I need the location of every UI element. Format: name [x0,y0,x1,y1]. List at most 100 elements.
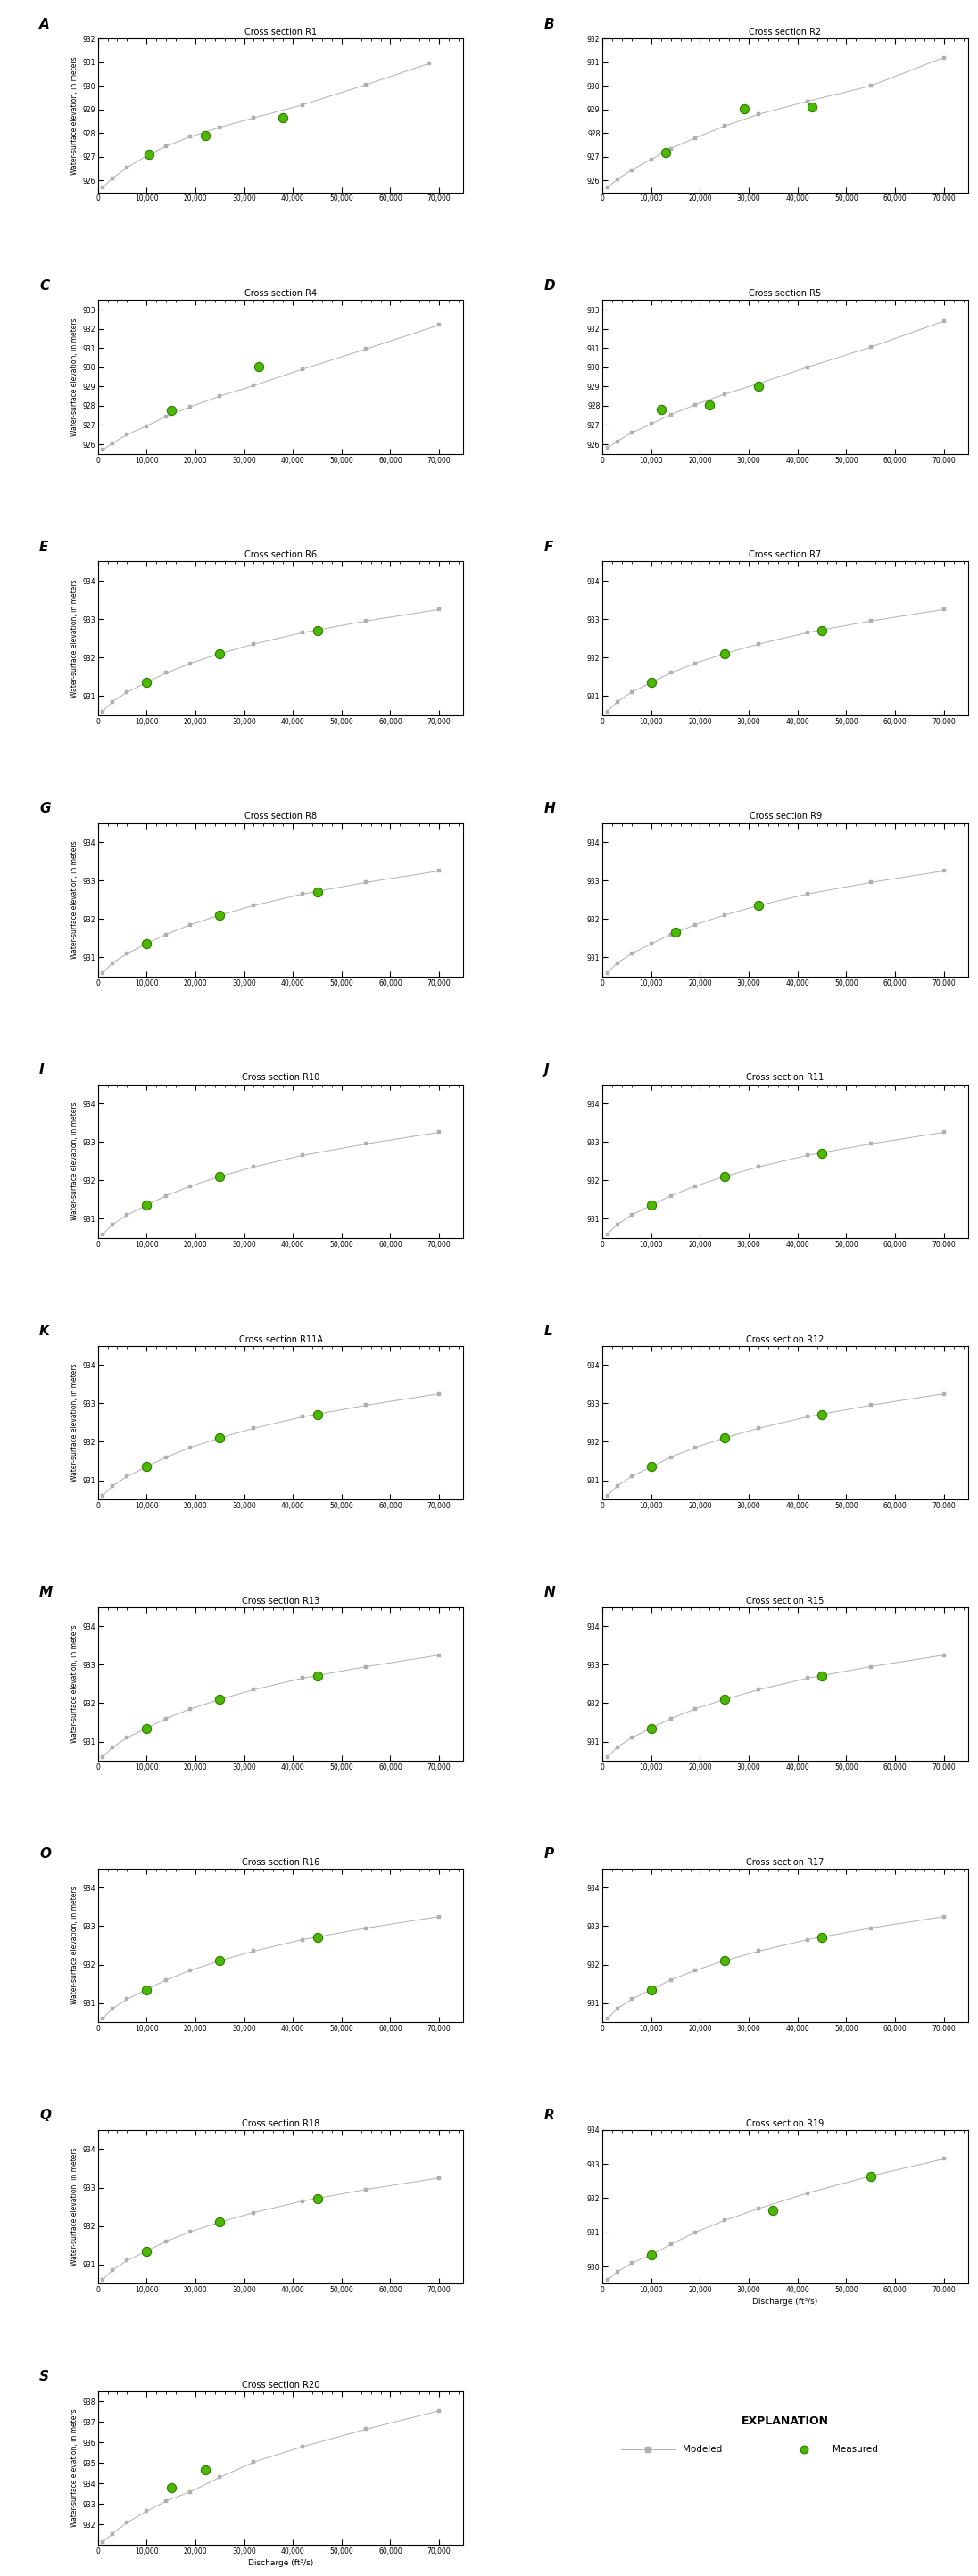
Title: Cross section R4: Cross section R4 [244,289,317,299]
Title: Cross section R11: Cross section R11 [746,1074,824,1082]
Text: Measured: Measured [833,2445,878,2455]
Point [766,2190,781,2231]
Text: J: J [544,1064,549,1077]
Point [139,662,155,703]
Point [275,98,290,139]
Point [139,1708,155,1749]
Point [702,384,718,425]
Title: Cross section R7: Cross section R7 [749,551,822,559]
Y-axis label: Water-surface elevation, in meters: Water-surface elevation, in meters [70,2148,78,2267]
Text: EXPLANATION: EXPLANATION [741,2416,829,2427]
Point [736,88,752,129]
Point [141,134,156,175]
Title: Cross section R10: Cross section R10 [242,1074,320,1082]
Text: Q: Q [39,2110,51,2123]
Point [139,1445,155,1486]
Title: Cross section R16: Cross section R16 [242,1857,320,1868]
Point [212,1417,228,1458]
Text: F: F [544,541,554,554]
Point [644,662,659,703]
Text: O: O [39,1847,51,1860]
Title: Cross section R8: Cross section R8 [244,811,317,822]
Text: E: E [39,541,49,554]
Title: Cross section R13: Cross section R13 [242,1597,320,1605]
Point [139,1968,155,2009]
Point [212,1157,228,1198]
Point [212,2202,228,2244]
Text: G: G [39,801,51,814]
Point [717,1157,733,1198]
Point [814,611,829,652]
Text: I: I [39,1064,44,1077]
Title: Cross section R9: Cross section R9 [749,811,822,822]
Point [212,634,228,675]
Title: Cross section R11A: Cross section R11A [239,1334,323,1345]
Point [751,886,767,927]
Title: Cross section R15: Cross section R15 [746,1597,824,1605]
Text: L: L [544,1324,553,1337]
Text: N: N [544,1587,556,1600]
Text: B: B [544,18,555,31]
Point [644,2233,659,2275]
Point [644,1968,659,2009]
Y-axis label: Water-surface elevation, in meters: Water-surface elevation, in meters [70,317,78,435]
Point [644,1185,659,1226]
Point [814,1394,829,1435]
X-axis label: Discharge (ft³/s): Discharge (ft³/s) [248,2561,313,2568]
Point [198,116,213,157]
Point [309,1656,325,1698]
Text: M: M [39,1587,53,1600]
Text: P: P [544,1847,554,1860]
Text: Modeled: Modeled [683,2445,723,2455]
Point [309,871,325,912]
Point [751,366,767,407]
Point [804,88,820,129]
Point [139,1185,155,1226]
Text: H: H [544,801,556,814]
Y-axis label: Water-surface elevation, in meters: Water-surface elevation, in meters [70,1103,78,1221]
Point [717,1417,733,1458]
Title: Cross section R19: Cross section R19 [746,2120,824,2128]
Y-axis label: Water-surface elevation, in meters: Water-surface elevation, in meters [70,1886,78,2004]
Point [198,2450,213,2491]
Text: K: K [39,1324,50,1337]
Point [212,1940,228,1981]
Title: Cross section R17: Cross section R17 [746,1857,824,1868]
Point [212,894,228,935]
Point [658,131,674,173]
Point [163,2468,179,2509]
Text: A: A [39,18,50,31]
Text: S: S [39,2370,49,2383]
Title: Cross section R18: Cross section R18 [242,2120,320,2128]
Point [668,912,684,953]
Title: Cross section R6: Cross section R6 [244,551,317,559]
Title: Cross section R2: Cross section R2 [749,28,822,36]
Point [653,389,669,430]
Point [717,634,733,675]
Point [644,1708,659,1749]
Point [251,345,267,386]
Title: Cross section R1: Cross section R1 [244,28,317,36]
Y-axis label: Water-surface elevation, in meters: Water-surface elevation, in meters [70,57,78,175]
Y-axis label: Water-surface elevation, in meters: Water-surface elevation, in meters [70,840,78,958]
Point [717,1940,733,1981]
Point [212,1680,228,1721]
Point [814,1133,829,1175]
Title: Cross section R20: Cross section R20 [242,2380,320,2391]
Point [139,922,155,963]
Text: D: D [544,278,556,291]
Point [641,2429,656,2470]
Title: Cross section R12: Cross section R12 [746,1334,824,1345]
Text: R: R [544,2110,555,2123]
X-axis label: Discharge (ft³/s): Discharge (ft³/s) [753,2298,818,2306]
Point [163,389,179,430]
Point [309,611,325,652]
Y-axis label: Water-surface elevation, in meters: Water-surface elevation, in meters [70,2409,78,2527]
Point [814,1656,829,1698]
Point [796,2429,812,2470]
Y-axis label: Water-surface elevation, in meters: Water-surface elevation, in meters [70,580,78,698]
Title: Cross section R5: Cross section R5 [749,289,822,299]
Point [309,2179,325,2221]
Y-axis label: Water-surface elevation, in meters: Water-surface elevation, in meters [70,1625,78,1744]
Point [644,1445,659,1486]
